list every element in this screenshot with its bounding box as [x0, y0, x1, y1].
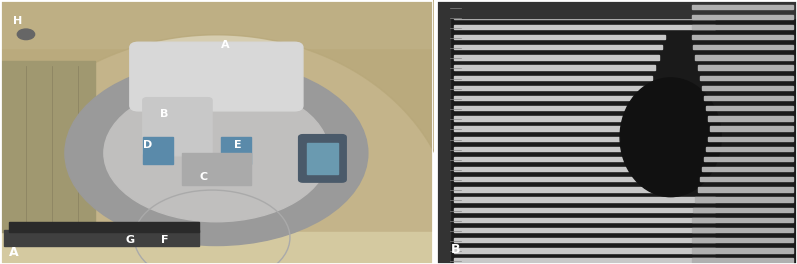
Text: H: H — [13, 16, 22, 26]
Bar — [454, 65, 655, 70]
Bar — [454, 238, 715, 242]
Bar — [454, 55, 658, 60]
Ellipse shape — [620, 78, 721, 197]
Text: A: A — [9, 246, 18, 259]
Bar — [0, 0, 433, 48]
Bar — [9, 222, 199, 232]
Text: C: C — [199, 172, 207, 182]
Bar — [454, 197, 715, 202]
Circle shape — [18, 29, 34, 40]
Bar — [454, 218, 715, 222]
Bar — [693, 45, 793, 49]
Text: E: E — [234, 140, 241, 150]
Bar — [454, 116, 642, 121]
Bar — [693, 258, 793, 263]
Bar — [709, 116, 793, 121]
Bar — [454, 76, 653, 80]
Bar — [436, 0, 797, 18]
Bar — [454, 106, 643, 110]
Text: F: F — [161, 235, 168, 245]
Bar — [693, 35, 793, 39]
Bar — [704, 96, 793, 100]
Bar — [693, 4, 793, 9]
Bar — [454, 96, 646, 100]
Bar — [454, 157, 654, 161]
Bar — [697, 187, 793, 192]
Bar — [693, 218, 793, 222]
Bar — [710, 126, 793, 131]
Text: G: G — [125, 235, 135, 245]
Bar — [454, 15, 715, 19]
FancyBboxPatch shape — [143, 98, 212, 156]
Bar — [454, 248, 715, 253]
Circle shape — [65, 61, 368, 246]
Bar — [454, 208, 715, 212]
Bar — [693, 228, 793, 232]
Bar — [454, 187, 663, 192]
Bar — [454, 126, 645, 131]
Bar — [454, 86, 650, 90]
Bar — [436, 0, 450, 264]
Text: B: B — [160, 109, 169, 119]
Bar — [143, 137, 173, 164]
Bar — [454, 25, 715, 29]
Bar — [696, 55, 793, 60]
Bar — [454, 4, 715, 9]
Circle shape — [104, 84, 329, 222]
Bar — [0, 232, 433, 264]
Text: B: B — [450, 243, 460, 256]
Bar — [454, 228, 715, 232]
Bar — [702, 86, 793, 90]
Bar — [700, 76, 793, 80]
Bar — [454, 136, 648, 141]
Bar — [454, 35, 665, 39]
Bar — [693, 25, 793, 29]
Bar — [221, 137, 251, 164]
Bar — [693, 208, 793, 212]
Bar — [697, 65, 793, 70]
FancyBboxPatch shape — [130, 42, 303, 111]
Bar — [454, 258, 715, 263]
Bar — [454, 45, 662, 49]
Bar — [693, 15, 793, 19]
Bar — [0, 61, 95, 232]
Bar — [693, 238, 793, 242]
Bar — [4, 230, 199, 246]
Bar — [693, 248, 793, 253]
Bar — [182, 153, 251, 185]
Bar — [454, 167, 658, 171]
Bar — [704, 157, 793, 161]
Bar — [454, 147, 651, 151]
Bar — [454, 177, 661, 181]
Bar — [702, 167, 793, 171]
Bar — [700, 177, 793, 181]
Bar — [706, 147, 793, 151]
Bar — [696, 197, 793, 202]
Bar — [706, 106, 793, 110]
Bar — [308, 143, 338, 174]
Text: D: D — [143, 140, 151, 150]
Bar — [709, 136, 793, 141]
Text: A: A — [221, 40, 230, 50]
FancyBboxPatch shape — [299, 135, 346, 182]
